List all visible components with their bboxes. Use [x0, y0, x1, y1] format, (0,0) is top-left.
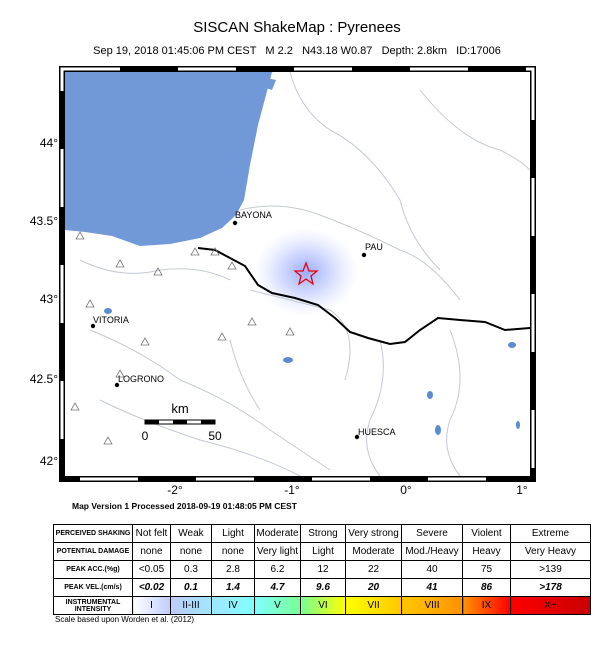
- legend-cell: Very light: [254, 542, 301, 561]
- intensity-legend: PERCEIVED SHAKING Not felt Weak Light Modera…: [53, 524, 591, 615]
- border: [197, 247, 530, 346]
- legend-cell: 20: [345, 578, 402, 597]
- caption: Map Version 1 Processed 2018-09-19 01:48…: [72, 501, 298, 511]
- legend-cell: >178: [510, 578, 591, 597]
- legend-cell: <0.02: [132, 578, 171, 597]
- lat-label: 43°: [40, 292, 58, 306]
- legend-row: INSTRUMENTAL INTENSITY I II-III IV V VI VII VII…: [53, 596, 591, 615]
- legend-cell: 86: [462, 578, 511, 597]
- scale-bar: km 0 50: [142, 401, 222, 443]
- legend-cell: >139: [510, 560, 591, 579]
- legend-cell: 41: [401, 578, 463, 597]
- legend-cell: I: [132, 596, 171, 615]
- legend-cell: Strong: [300, 524, 346, 543]
- scale-end: 50: [208, 429, 222, 443]
- row-label: POTENTIAL DAMAGE: [53, 542, 133, 561]
- legend-row: PEAK VEL.(cm/s) <0.02 0.1 1.4 4.7 9.6 20 41 86 >1…: [53, 578, 591, 597]
- legend-cell: Violent: [462, 524, 511, 543]
- lon-label: 1°: [516, 483, 528, 497]
- title: SISCAN ShakeMap : Pyrenees: [193, 19, 401, 36]
- legend-cell: Extreme: [510, 524, 591, 543]
- legend-cell: IV: [211, 596, 255, 615]
- legend-note: Scale based upon Worden et al. (2012): [55, 615, 195, 624]
- legend-cell: Light: [211, 524, 255, 543]
- lat-labels: 44° 43.5° 43° 42.5° 42°: [30, 136, 58, 468]
- row-label: PERCEIVED SHAKING: [53, 524, 133, 543]
- subtitle: Sep 19, 2018 01:45:06 PM CEST M 2.2 N43.…: [93, 45, 501, 57]
- map-figure: SISCAN ShakeMap : Pyrenees Sep 19, 2018 …: [30, 19, 536, 511]
- city-label: PAU: [365, 242, 383, 252]
- frame-ticks: [60, 67, 535, 481]
- legend-cell: 12: [300, 560, 346, 579]
- epicenter: [293, 261, 319, 286]
- legend-cell: 0.3: [170, 560, 212, 579]
- legend-cell: Severe: [401, 524, 463, 543]
- legend-cell: 0.1: [170, 578, 212, 597]
- cities: BAYONA PAU VITORIA LOGRONO HUESCA: [90, 210, 396, 440]
- legend-cell: 1.4: [211, 578, 255, 597]
- legend-cell: VIII: [401, 596, 463, 615]
- lon-labels: -2° -1° 0° 1°: [167, 483, 528, 497]
- legend-cell: none: [132, 542, 171, 561]
- city-label: LOGRONO: [118, 374, 164, 384]
- legend-cell: IX: [462, 596, 511, 615]
- legend-cell: 2.8: [211, 560, 255, 579]
- legend-cell: Heavy: [462, 542, 511, 561]
- scale-unit: km: [171, 401, 188, 416]
- sea: [65, 72, 272, 246]
- lon-label: -2°: [167, 483, 183, 497]
- city-label: VITORIA: [93, 315, 129, 325]
- legend-cell: none: [170, 542, 212, 561]
- lat-label: 42.5°: [30, 372, 58, 386]
- legend-cell: VI: [300, 596, 346, 615]
- row-label: PEAK ACC.(%g): [53, 560, 133, 579]
- legend-cell: Moderate: [345, 542, 402, 561]
- city-label: HUESCA: [358, 427, 396, 437]
- legend-cell: Light: [300, 542, 346, 561]
- legend-cell: 4.7: [254, 578, 301, 597]
- legend-cell: X+: [510, 596, 591, 615]
- legend-cell: none: [211, 542, 255, 561]
- legend-row: POTENTIAL DAMAGE none none none Very light Li…: [53, 542, 591, 561]
- legend-cell: Mod./Heavy: [401, 542, 463, 561]
- lon-label: 0°: [400, 483, 412, 497]
- legend-row: PERCEIVED SHAKING Not felt Weak Light Modera…: [53, 524, 591, 543]
- scale-start: 0: [142, 429, 149, 443]
- legend-cell: 6.2: [254, 560, 301, 579]
- legend-cell: II-III: [170, 596, 212, 615]
- lat-label: 44°: [40, 136, 58, 150]
- lat-label: 42°: [40, 454, 58, 468]
- legend-cell: 40: [401, 560, 463, 579]
- legend-cell: VII: [345, 596, 402, 615]
- legend-cell: Moderate: [254, 524, 301, 543]
- row-label: PEAK VEL.(cm/s): [53, 578, 133, 597]
- legend-cell: 9.6: [300, 578, 346, 597]
- legend-cell: Weak: [170, 524, 212, 543]
- legend-cell: Very Heavy: [510, 542, 591, 561]
- legend-cell: 75: [462, 560, 511, 579]
- stations: [70, 231, 295, 445]
- map-area: BAYONA PAU VITORIA LOGRONO HUESCA km 0 5…: [65, 72, 530, 476]
- legend-cell: V: [254, 596, 301, 615]
- lakes: [104, 308, 520, 435]
- legend-cell: Not felt: [132, 524, 171, 543]
- legend-cell: Very strong: [345, 524, 402, 543]
- row-label: INSTRUMENTAL INTENSITY: [53, 596, 133, 615]
- shaking-area: [254, 228, 358, 316]
- legend-row: PEAK ACC.(%g) <0.05 0.3 2.8 6.2 12 22 40 75 >139: [53, 560, 591, 579]
- city-label: BAYONA: [235, 210, 272, 220]
- legend-cell: <0.05: [132, 560, 171, 579]
- lat-label: 43.5°: [30, 214, 58, 228]
- legend-cell: 22: [345, 560, 402, 579]
- lon-label: -1°: [284, 483, 300, 497]
